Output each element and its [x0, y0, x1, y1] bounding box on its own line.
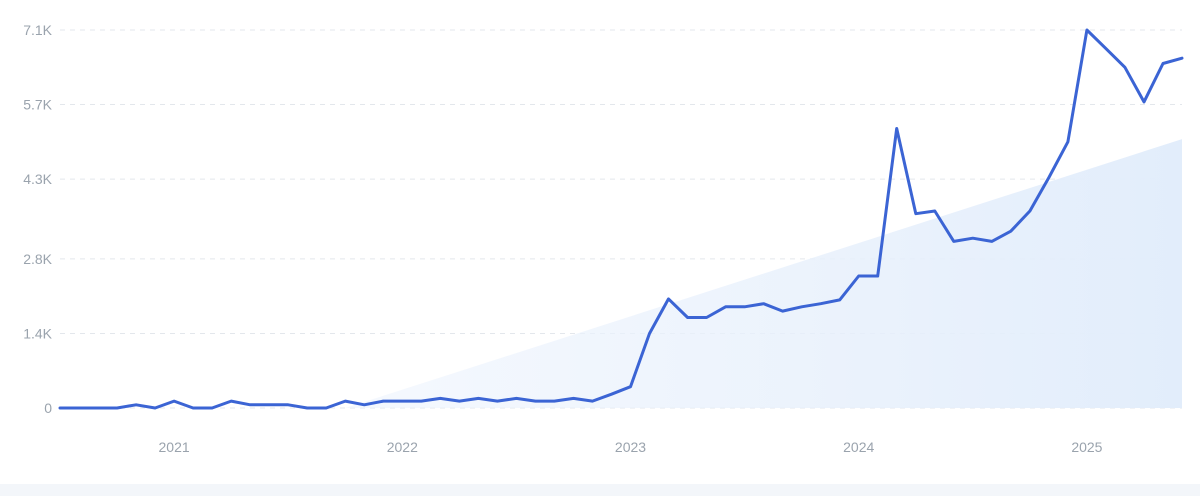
data-point — [344, 400, 347, 403]
data-point — [1123, 66, 1126, 69]
x-tick-label: 2021 — [159, 439, 190, 455]
data-point — [762, 302, 765, 305]
data-point — [534, 400, 537, 403]
data-point — [268, 403, 271, 406]
data-point — [211, 407, 214, 410]
data-point — [325, 407, 328, 410]
data-point — [382, 400, 385, 403]
data-point — [306, 407, 309, 410]
data-point — [287, 403, 290, 406]
x-tick-label: 2024 — [843, 439, 874, 455]
data-point — [743, 305, 746, 308]
data-point — [1028, 210, 1031, 213]
y-tick-label: 7.1K — [23, 22, 52, 38]
data-point — [686, 316, 689, 319]
data-point — [1066, 140, 1069, 143]
data-point — [629, 385, 632, 388]
data-point — [724, 305, 727, 308]
data-point — [876, 275, 879, 278]
data-point — [439, 397, 442, 400]
data-point — [515, 397, 518, 400]
data-point — [173, 400, 176, 403]
data-point — [1047, 176, 1050, 179]
data-point — [705, 316, 708, 319]
data-point — [648, 332, 651, 335]
data-point — [895, 127, 898, 130]
data-point — [97, 407, 100, 410]
data-point — [610, 393, 613, 396]
trend-line-chart: 01.4K2.8K4.3K5.7K7.1K 2021 2022 2023 2024 20… — [23, 22, 1184, 455]
data-point — [1085, 29, 1088, 32]
footer-strip — [0, 484, 1200, 496]
data-point — [553, 400, 556, 403]
data-point — [458, 400, 461, 403]
data-point — [990, 240, 993, 243]
data-point — [78, 407, 81, 410]
data-point — [1181, 57, 1184, 60]
x-tick-label: 2022 — [387, 439, 418, 455]
data-point — [230, 400, 233, 403]
trend-area — [345, 139, 1182, 408]
x-tick-label: 2025 — [1071, 439, 1102, 455]
y-axis-labels: 0 1.4K 2.8K 4.3K 5.7K 7.1K — [23, 22, 52, 416]
data-point — [192, 407, 195, 410]
series-line-group — [58, 28, 1184, 410]
data-point — [363, 403, 366, 406]
data-point — [59, 407, 62, 410]
data-point — [496, 400, 499, 403]
data-point — [249, 403, 252, 406]
data-point — [420, 400, 423, 403]
series-line — [58, 28, 1184, 410]
y-tick-label: 2.8K — [23, 251, 52, 267]
data-point — [591, 400, 594, 403]
data-point — [914, 212, 917, 215]
data-point — [933, 210, 936, 213]
data-point — [667, 297, 670, 300]
data-point — [154, 407, 157, 410]
data-point — [401, 400, 404, 403]
y-tick-label: 4.3K — [23, 171, 52, 187]
y-tick-label: 5.7K — [23, 97, 52, 113]
data-point — [1143, 100, 1146, 103]
data-point — [781, 310, 784, 313]
data-point — [572, 397, 575, 400]
data-point — [1009, 230, 1012, 233]
data-point — [952, 240, 955, 243]
data-point — [800, 305, 803, 308]
data-point — [477, 397, 480, 400]
trend-area-fill — [345, 139, 1182, 408]
data-point — [1162, 62, 1165, 65]
data-point — [819, 302, 822, 305]
data-point — [135, 403, 138, 406]
data-point — [838, 298, 841, 301]
x-axis-labels: 2021 2022 2023 2024 2025 — [159, 439, 1103, 455]
y-tick-label: 1.4K — [23, 325, 52, 341]
y-tick-label: 0 — [44, 400, 52, 416]
x-tick-label: 2023 — [615, 439, 646, 455]
data-point — [116, 407, 119, 410]
data-point — [857, 275, 860, 278]
data-point — [971, 237, 974, 240]
data-point — [1104, 47, 1107, 50]
